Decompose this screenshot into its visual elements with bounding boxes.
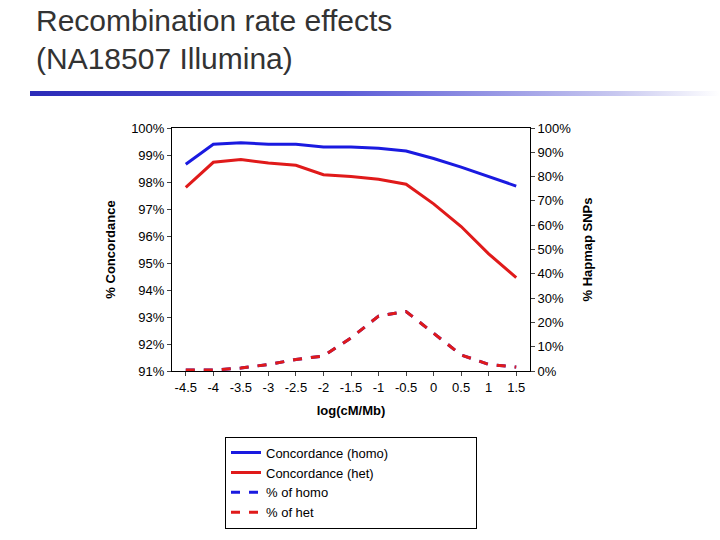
svg-text:-3.5: -3.5: [230, 380, 252, 395]
svg-text:-2.5: -2.5: [285, 380, 307, 395]
html-text:Recombination rate effects (NA: Recombination rate effects (NA18507 Illu…: [36, 4, 393, 75]
svg-text:0: 0: [430, 380, 437, 395]
svg-text:50%: 50%: [538, 242, 564, 257]
svg-text:90%: 90%: [538, 145, 564, 160]
svg-text:20%: 20%: [538, 315, 564, 330]
svg-text:0.5: 0.5: [452, 380, 470, 395]
svg-text:log(cM/Mb): log(cM/Mb): [317, 403, 386, 418]
svg-text:-1.5: -1.5: [340, 380, 362, 395]
svg-text:93%: 93%: [138, 310, 164, 325]
svg-text:94%: 94%: [138, 283, 164, 298]
svg-text:100%: 100%: [538, 121, 572, 136]
svg-text:Concordance (het): Concordance (het): [266, 466, 374, 481]
svg-text:60%: 60%: [538, 218, 564, 233]
svg-text:99%: 99%: [138, 148, 164, 163]
svg-text:40%: 40%: [538, 266, 564, 281]
svg-text:1: 1: [485, 380, 492, 395]
svg-text:100%: 100%: [131, 121, 165, 136]
svg-text:10%: 10%: [538, 339, 564, 354]
svg-text:80%: 80%: [538, 169, 564, 184]
svg-text:91%: 91%: [138, 364, 164, 379]
svg-text:30%: 30%: [538, 291, 564, 306]
svg-text:95%: 95%: [138, 256, 164, 271]
svg-text:-2: -2: [318, 380, 330, 395]
svg-text:-0.5: -0.5: [395, 380, 417, 395]
svg-text:0%: 0%: [538, 364, 557, 379]
svg-text:Concordance (homo): Concordance (homo): [266, 446, 388, 461]
svg-text:96%: 96%: [138, 229, 164, 244]
svg-text:1.5: 1.5: [507, 380, 525, 395]
svg-text:% Concordance: % Concordance: [103, 200, 118, 298]
svg-text:% of het: % of het: [266, 505, 314, 520]
svg-text:-4: -4: [208, 380, 220, 395]
svg-text:98%: 98%: [138, 175, 164, 190]
svg-text:% Hapmap SNPs: % Hapmap SNPs: [580, 197, 595, 301]
svg-text:% of homo: % of homo: [266, 485, 328, 500]
svg-text:-3: -3: [263, 380, 275, 395]
svg-text:-1: -1: [373, 380, 385, 395]
svg-text:-4.5: -4.5: [175, 380, 197, 395]
svg-text:92%: 92%: [138, 337, 164, 352]
svg-text:70%: 70%: [538, 193, 564, 208]
svg-text:97%: 97%: [138, 202, 164, 217]
